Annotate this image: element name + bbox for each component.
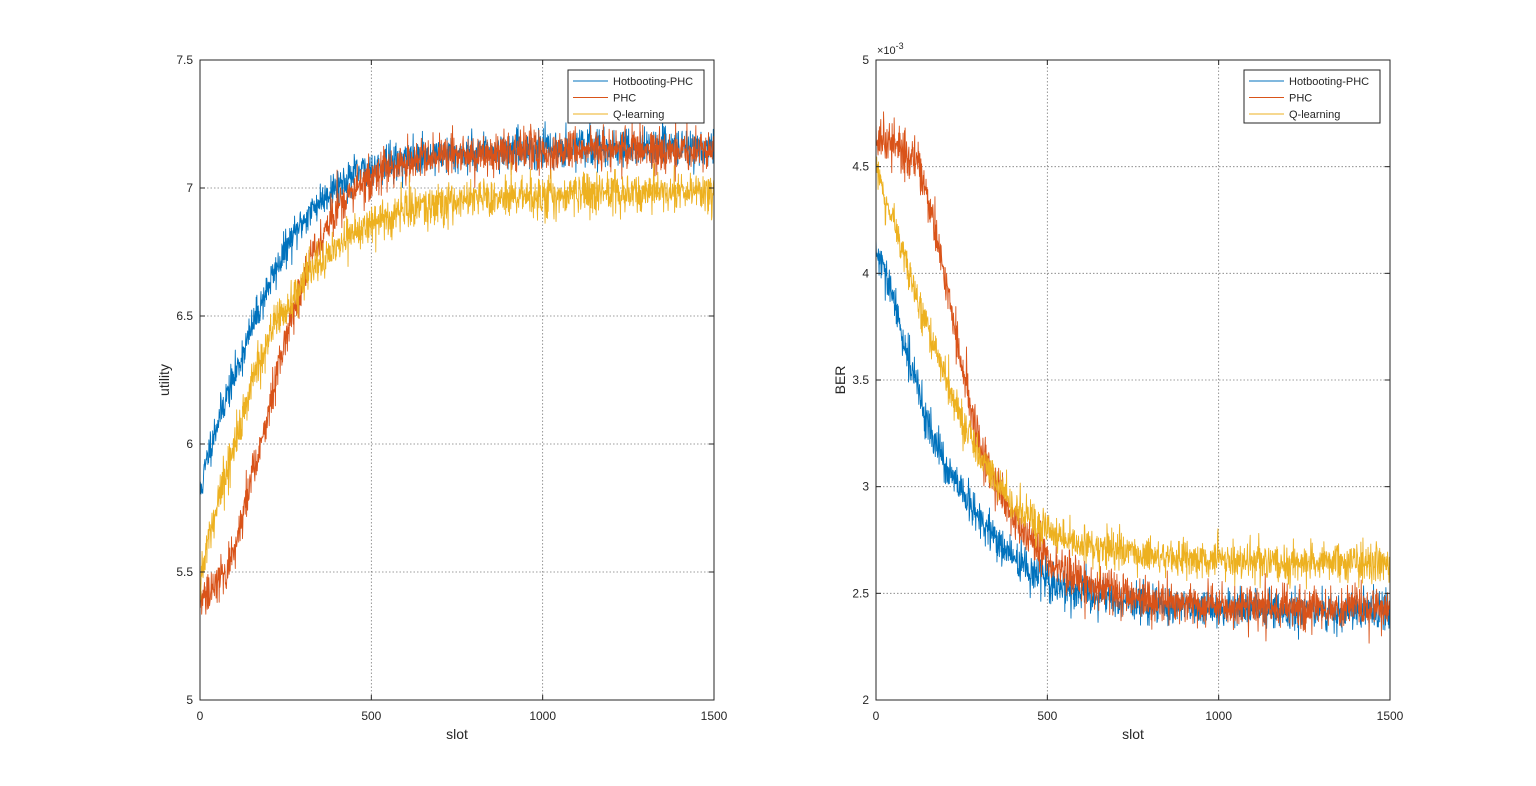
ber-series-phc — [875, 111, 1391, 644]
utility-plot-frame — [199, 59, 715, 701]
ber-y-tick-label: 5 — [862, 53, 869, 67]
ber-legend-label: Hotbooting-PHC — [1289, 76, 1369, 88]
ber-y-exponent-label: ×10-3 — [877, 41, 904, 57]
utility-y-tick-label: 7 — [186, 181, 193, 195]
utility-x-tick-label: 0 — [197, 709, 204, 723]
ber-y-tick-label: 4 — [862, 266, 869, 280]
utility-y-tick-label: 6 — [186, 437, 193, 451]
ber-y-tick-label: 3 — [862, 480, 869, 494]
ber-legend-label: Q-learning — [1289, 109, 1340, 121]
utility-series-q-learning — [199, 162, 715, 601]
ber-legend-label: PHC — [1289, 93, 1312, 105]
utility-x-tick-label: 1000 — [529, 709, 556, 723]
ber-exp-power: -3 — [896, 41, 904, 51]
utility-legend-label: PHC — [613, 93, 636, 105]
utility-y-tick-label: 6.5 — [176, 309, 193, 323]
utility-chart: 0 500 1000 1500 5 5.5 6 6.5 7 7.5 slot utility Ho… — [156, 53, 728, 742]
utility-x-axis-title: slot — [446, 726, 468, 742]
ber-y-tick-label: 4.5 — [852, 160, 869, 174]
utility-legend-label: Hotbooting-PHC — [613, 76, 693, 88]
ber-y-axis-title: BER — [832, 366, 848, 395]
ber-y-tick-label: 3.5 — [852, 373, 869, 387]
utility-y-tick-label: 5.5 — [176, 565, 193, 579]
utility-series-group — [199, 105, 715, 615]
utility-ticks: 0 500 1000 1500 5 5.5 6 6.5 7 7.5 — [176, 53, 727, 723]
ber-x-tick-label: 1500 — [1377, 709, 1404, 723]
utility-y-tick-label: 5 — [186, 693, 193, 707]
ber-series-hotbooting-phc — [875, 238, 1391, 640]
ber-chart: 0 500 1000 1500 2 2.5 3 3.5 4 4.5 5 slot BER ×10-3… — [832, 41, 1404, 742]
ber-x-tick-label: 500 — [1037, 709, 1057, 723]
ber-ticks: 0 500 1000 1500 2 2.5 3 3.5 4 4.5 5 — [852, 53, 1403, 723]
ber-series-q-learning — [875, 156, 1391, 590]
ber-y-tick-label: 2 — [862, 693, 869, 707]
utility-y-axis-title: utility — [156, 364, 172, 396]
utility-y-tick-label: 7.5 — [176, 53, 193, 67]
utility-legend-label: Q-learning — [613, 109, 664, 121]
utility-x-tick-label: 500 — [361, 709, 381, 723]
utility-legend: Hotbooting-PHC PHC Q-learning — [567, 69, 705, 124]
ber-exp-base: ×10 — [877, 45, 896, 57]
ber-x-tick-label: 0 — [873, 709, 880, 723]
ber-legend: Hotbooting-PHC PHC Q-learning — [1243, 69, 1381, 124]
utility-series-phc — [199, 114, 715, 615]
ber-series-group — [875, 111, 1391, 644]
utility-x-tick-label: 1500 — [701, 709, 728, 723]
ber-x-axis-title: slot — [1122, 726, 1144, 742]
ber-x-tick-label: 1000 — [1205, 709, 1232, 723]
ber-y-tick-label: 2.5 — [852, 586, 869, 600]
